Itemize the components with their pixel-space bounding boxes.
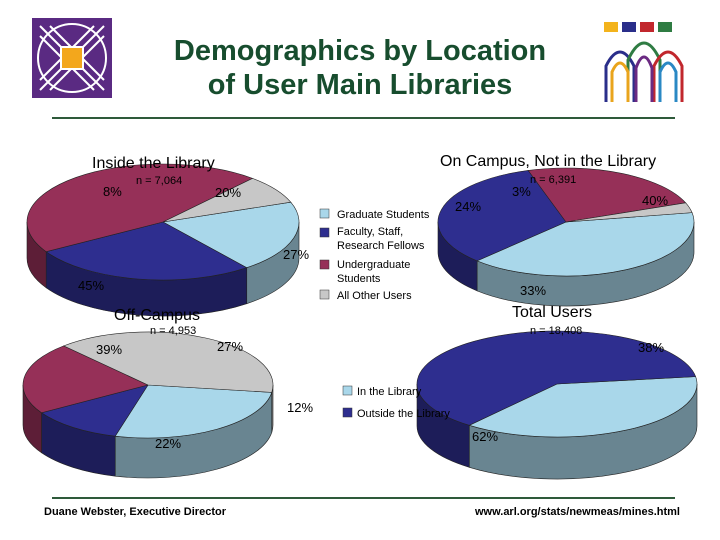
- pie-label-oncampus-3: 3%: [512, 184, 531, 199]
- pie-label-inside-3: 8%: [103, 184, 122, 199]
- legend-label-in-library: In the Library: [357, 386, 422, 398]
- pie-label-oncampus-2: 24%: [455, 199, 481, 214]
- legend-label-graduate: Graduate Students: [337, 209, 430, 221]
- pie-slice-inside-3: [162, 178, 292, 223]
- pie-slice-offcampus-3: [62, 331, 274, 393]
- legend-main: Graduate Students Faculty, Staff, Researc…: [319, 208, 430, 302]
- pie-label-offcampus-1: 12%: [287, 400, 313, 415]
- footer-divider: [52, 497, 675, 499]
- pie-inside: [26, 163, 300, 317]
- pie-label-total-1: 62%: [472, 429, 498, 444]
- pie-slice-inside-1: [45, 221, 248, 281]
- pie-offcampus: [22, 331, 274, 479]
- pie-slice-offcampus-0: [114, 384, 273, 439]
- chart-title-inside: Inside the Library: [92, 155, 215, 172]
- title-line-2: of User Main Libraries: [207, 69, 513, 101]
- legend-swatch-faculty: [319, 227, 330, 238]
- pie-label-total-0: 38%: [638, 340, 664, 355]
- pie-label-offcampus-2: 22%: [155, 436, 181, 451]
- legend-label-faculty: Faculty, Staff, Research Fellows: [337, 226, 425, 252]
- legend-swatch-graduate: [319, 208, 330, 219]
- pie-slice-total-1: [416, 330, 697, 426]
- legend-swatch-other: [319, 289, 330, 300]
- left-logo-icon: [32, 18, 112, 98]
- pie-slice-oncampus-3: [565, 202, 693, 223]
- footer-right: www.arl.org/stats/newmeas/mines.html: [475, 506, 680, 518]
- pie-label-oncampus-1: 33%: [520, 283, 546, 298]
- pie-slice-offcampus-2: [22, 345, 149, 414]
- chart-note-inside: n = 7,064: [136, 175, 182, 187]
- pie-slice-offcampus-1: [40, 384, 149, 437]
- chart-note-offcampus: n = 4,953: [150, 325, 196, 337]
- title-divider: [52, 117, 675, 119]
- pie-label-oncampus-0: 40%: [642, 193, 668, 208]
- chart-title-oncampus: On Campus, Not in the Library: [440, 153, 656, 170]
- legend-label-outside-library: Outside the Library: [357, 408, 450, 420]
- footer-left: Duane Webster, Executive Director: [44, 506, 226, 518]
- legend-swatch-in-library: [342, 385, 353, 396]
- pie-label-offcampus-3: 39%: [96, 342, 122, 357]
- right-logo-icon: [598, 16, 690, 108]
- pie-oncampus: [437, 167, 695, 307]
- pie-total: [416, 330, 698, 480]
- pie-label-inside-0: 20%: [215, 185, 241, 200]
- pie-label-inside-2: 45%: [78, 278, 104, 293]
- legend-total: In the Library Outside the Library: [342, 385, 450, 420]
- pie-label-inside-1: 27%: [283, 247, 309, 262]
- legend-swatch-outside-library: [342, 407, 353, 418]
- title-line-1: Demographics by Location: [173, 35, 547, 67]
- legend-swatch-undergrad: [319, 259, 330, 270]
- chart-title-total: Total Users: [512, 304, 592, 321]
- pie-slice-oncampus-1: [437, 170, 567, 262]
- chart-note-total: n = 18,408: [530, 325, 582, 337]
- pie-label-offcampus-0: 27%: [217, 339, 243, 354]
- pie-slice-inside-2: [26, 163, 254, 253]
- slide-title: Demographics by Location of User Main Li…: [120, 34, 600, 102]
- pie-slice-oncampus-2: [527, 167, 687, 223]
- pie-slice-total-0: [468, 376, 698, 438]
- legend-label-undergrad: Undergraduate Students: [337, 259, 410, 285]
- pie-slice-oncampus-0: [476, 212, 695, 277]
- pie-slice-inside-0: [162, 201, 300, 269]
- legend-label-other: All Other Users: [337, 290, 412, 302]
- chart-note-oncampus: n = 6,391: [530, 174, 576, 186]
- chart-title-offcampus: Off-Campus: [114, 307, 200, 324]
